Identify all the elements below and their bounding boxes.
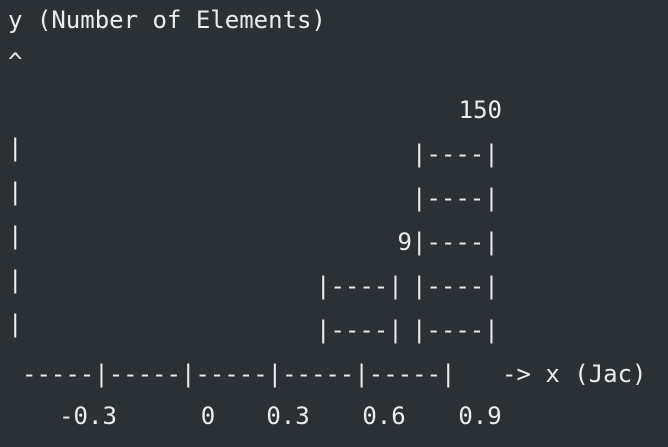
bar-segment: |----| [316,316,403,344]
x-tick-label: 0.6 [362,402,405,430]
bar-segment: |----| [412,184,499,212]
bar-segment: |----| [412,140,499,168]
bar: |----| |----| |----| |----| |----| 150 [412,96,502,344]
x-axis-line: -----|-----|-----|-----|-----| [22,360,455,388]
x-axis-label: -> x (Jac) [502,360,647,388]
y-axis: | | | | | [8,134,22,338]
bar-segment: |----| [412,228,499,256]
x-tick-label: 0.9 [458,402,501,430]
bar-value-label: 150 [459,96,502,124]
x-tick-label: 0 [201,402,215,430]
x-tick-label: 0.3 [266,402,309,430]
y-axis-segment: | [8,266,22,294]
y-axis-segment: | [8,178,22,206]
bar-segment: |----| [412,272,499,300]
x-tick-label: -0.3 [59,402,117,430]
y-axis-segment: | [8,222,22,250]
bar: |----| |----| 9 [316,228,412,344]
bar-segment: |----| [316,272,403,300]
bar-segment: |----| [412,316,499,344]
y-axis-segment: | [8,134,22,162]
y-axis-segment: | [8,310,22,338]
bar-value-label: 9 [398,228,412,256]
y-axis-label: y (Number of Elements) [8,6,326,34]
x-tick-labels: -0.3 0 0.3 0.6 0.9 [59,402,502,430]
y-axis-arrow: ^ [8,48,22,76]
bars: |----||----|9|----||----||----||----||--… [316,96,502,344]
